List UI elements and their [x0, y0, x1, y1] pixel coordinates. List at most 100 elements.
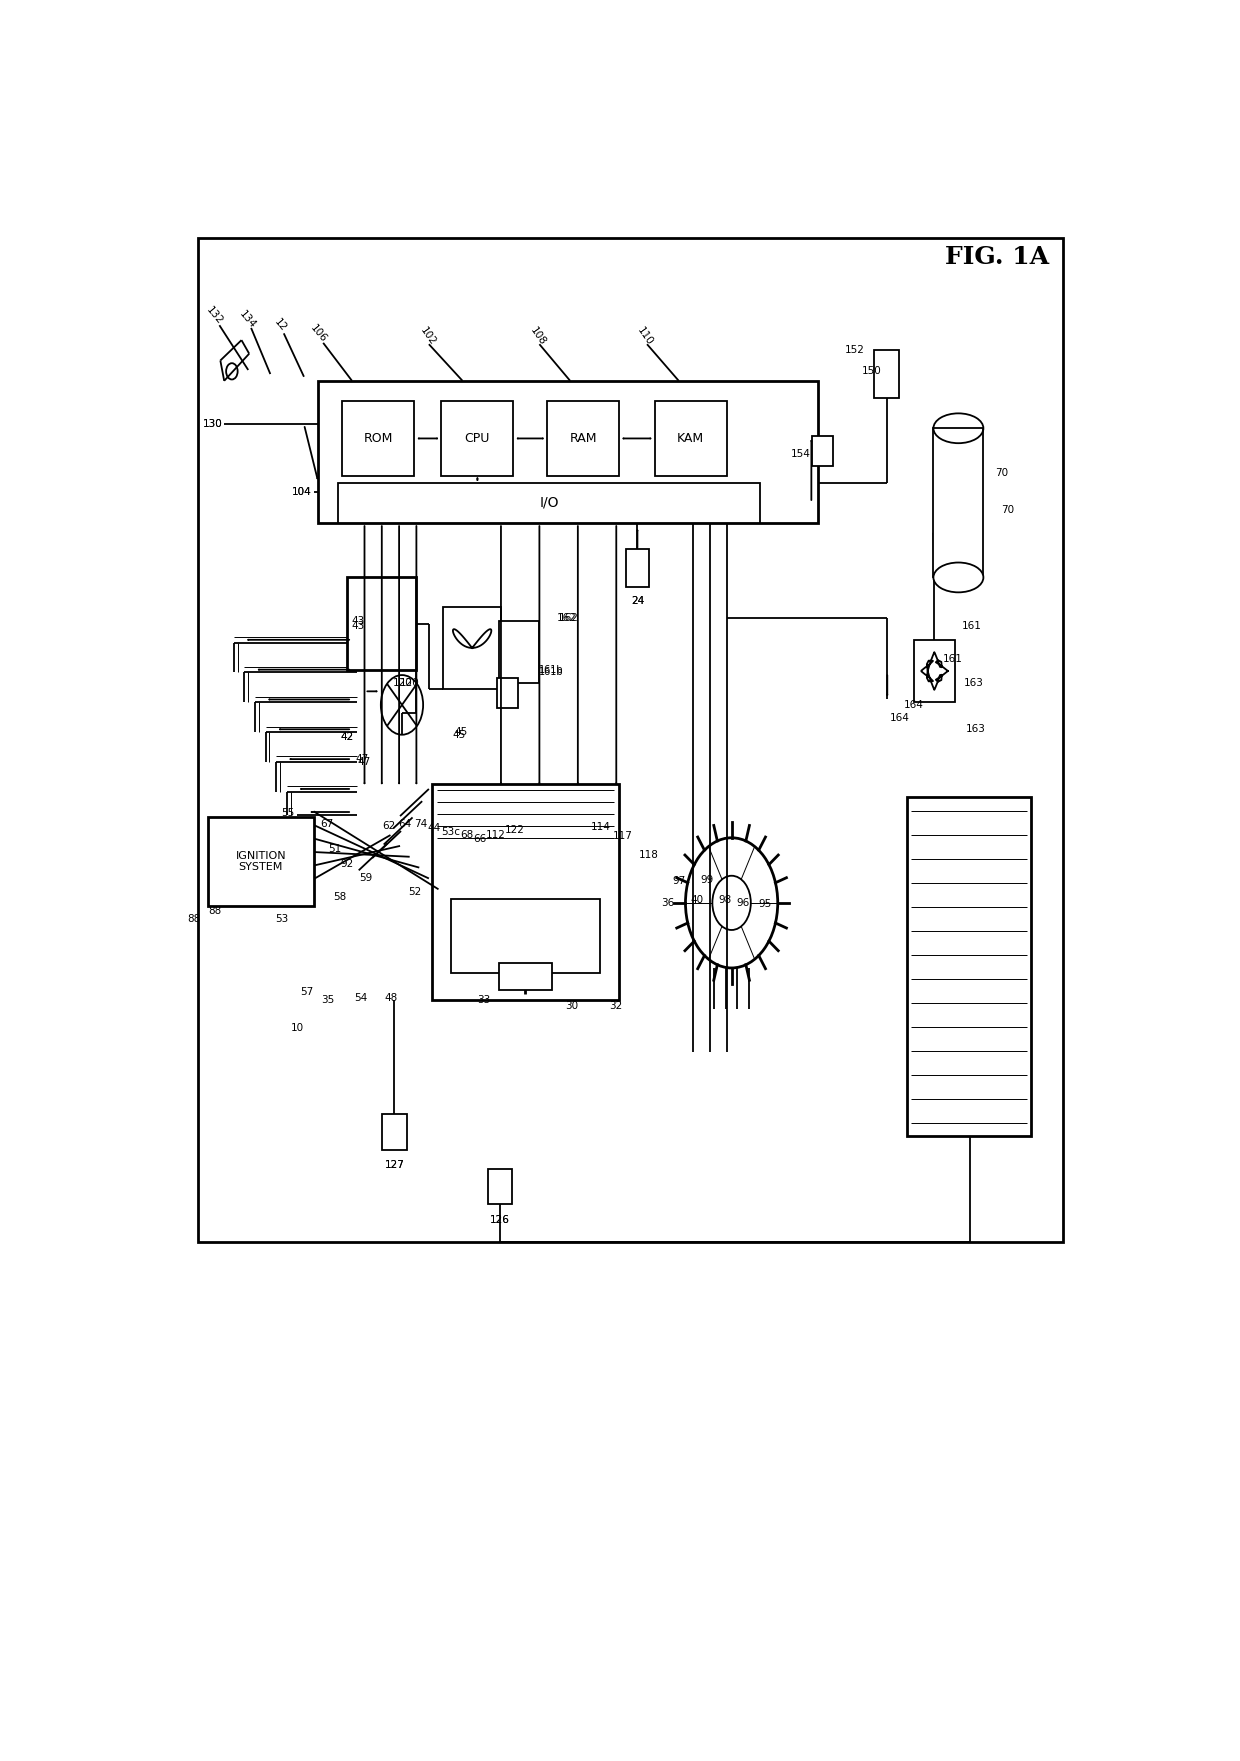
Text: FIG. 1A: FIG. 1A	[945, 245, 1049, 269]
Text: 161: 161	[962, 622, 982, 630]
FancyBboxPatch shape	[914, 639, 955, 703]
Text: 57: 57	[300, 988, 314, 997]
FancyBboxPatch shape	[342, 402, 414, 475]
Text: 48: 48	[384, 993, 398, 1002]
Text: 152: 152	[844, 345, 864, 354]
FancyBboxPatch shape	[441, 402, 513, 475]
FancyBboxPatch shape	[547, 402, 619, 475]
Text: 42: 42	[341, 733, 353, 743]
Text: 120: 120	[399, 678, 419, 689]
Text: 67: 67	[320, 819, 334, 829]
Text: 99: 99	[701, 875, 713, 884]
Text: 134: 134	[237, 308, 258, 331]
Text: 43: 43	[351, 622, 365, 630]
Text: 88: 88	[208, 905, 221, 916]
FancyBboxPatch shape	[906, 798, 1032, 1136]
Text: 30: 30	[565, 1000, 579, 1011]
Text: 35: 35	[321, 995, 335, 1006]
FancyBboxPatch shape	[382, 1115, 407, 1150]
Text: 132: 132	[205, 305, 224, 326]
FancyBboxPatch shape	[444, 608, 501, 689]
Text: 102: 102	[418, 326, 438, 347]
Text: 110: 110	[635, 326, 655, 347]
Text: 45: 45	[453, 729, 465, 740]
Text: 104: 104	[291, 488, 311, 497]
Text: 45: 45	[454, 727, 467, 738]
Text: 12: 12	[272, 317, 288, 333]
Text: 161b: 161b	[539, 667, 564, 678]
Text: 106: 106	[309, 322, 329, 343]
Text: 66: 66	[474, 835, 486, 844]
Text: 54: 54	[355, 993, 367, 1002]
Text: 36: 36	[662, 898, 675, 909]
FancyBboxPatch shape	[655, 402, 727, 475]
Text: 162: 162	[557, 613, 577, 623]
Text: KAM: KAM	[677, 431, 704, 446]
Text: 51: 51	[329, 844, 341, 854]
Text: 118: 118	[639, 851, 658, 861]
Text: 53: 53	[275, 914, 289, 925]
Text: 74: 74	[414, 819, 427, 829]
Text: 32: 32	[609, 1000, 622, 1011]
Text: 88: 88	[187, 914, 200, 925]
FancyBboxPatch shape	[497, 678, 518, 708]
Text: 33: 33	[477, 995, 490, 1006]
Text: 150: 150	[862, 366, 882, 377]
Text: 96: 96	[737, 898, 750, 909]
FancyBboxPatch shape	[198, 238, 1063, 1242]
FancyBboxPatch shape	[432, 784, 619, 1000]
Text: 164: 164	[904, 699, 924, 710]
Text: 108: 108	[528, 326, 547, 347]
FancyBboxPatch shape	[812, 437, 833, 467]
Text: 62: 62	[382, 821, 396, 831]
Text: 92: 92	[341, 859, 353, 868]
Text: 127: 127	[384, 1160, 404, 1171]
Text: 161: 161	[942, 653, 963, 664]
Text: 120: 120	[393, 678, 413, 689]
Text: 52: 52	[408, 888, 422, 896]
FancyBboxPatch shape	[451, 898, 600, 974]
Text: 163: 163	[966, 724, 986, 734]
Text: RAM: RAM	[569, 431, 596, 446]
Text: 164: 164	[889, 713, 909, 724]
Text: 59: 59	[358, 873, 372, 884]
Text: 162: 162	[558, 613, 579, 623]
Text: 24: 24	[631, 597, 644, 606]
Text: 97: 97	[672, 877, 686, 886]
Text: ROM: ROM	[363, 431, 393, 446]
Text: 40: 40	[691, 895, 703, 905]
Text: 122: 122	[505, 824, 525, 835]
Text: 130: 130	[203, 419, 222, 430]
FancyBboxPatch shape	[498, 963, 552, 990]
Text: 70: 70	[994, 468, 1008, 477]
Text: 53c: 53c	[441, 828, 460, 836]
Text: 98: 98	[718, 895, 732, 905]
FancyBboxPatch shape	[208, 817, 314, 905]
Text: 43: 43	[351, 616, 365, 625]
Text: 58: 58	[332, 893, 346, 902]
Text: 47: 47	[355, 754, 368, 764]
Text: 117: 117	[613, 831, 632, 842]
FancyBboxPatch shape	[874, 350, 899, 398]
Text: 95: 95	[759, 900, 771, 909]
Text: 130: 130	[203, 419, 222, 430]
FancyBboxPatch shape	[934, 428, 983, 578]
Text: 126: 126	[490, 1215, 510, 1224]
Text: IGNITION
SYSTEM: IGNITION SYSTEM	[236, 851, 286, 872]
Text: 104: 104	[291, 488, 311, 497]
Text: 47: 47	[358, 757, 371, 766]
Text: 154: 154	[791, 449, 811, 460]
Text: 163: 163	[965, 678, 985, 689]
Text: 161b: 161b	[539, 664, 564, 674]
Text: 114: 114	[591, 822, 611, 831]
Text: 44: 44	[427, 824, 440, 833]
FancyBboxPatch shape	[498, 622, 539, 683]
Text: 68: 68	[461, 829, 474, 840]
Text: 64: 64	[398, 819, 412, 829]
Text: I/O: I/O	[539, 497, 559, 511]
Ellipse shape	[934, 562, 983, 592]
Text: 10: 10	[290, 1023, 304, 1032]
FancyBboxPatch shape	[626, 549, 649, 586]
Text: 112: 112	[486, 829, 506, 840]
Text: 42: 42	[341, 733, 353, 743]
